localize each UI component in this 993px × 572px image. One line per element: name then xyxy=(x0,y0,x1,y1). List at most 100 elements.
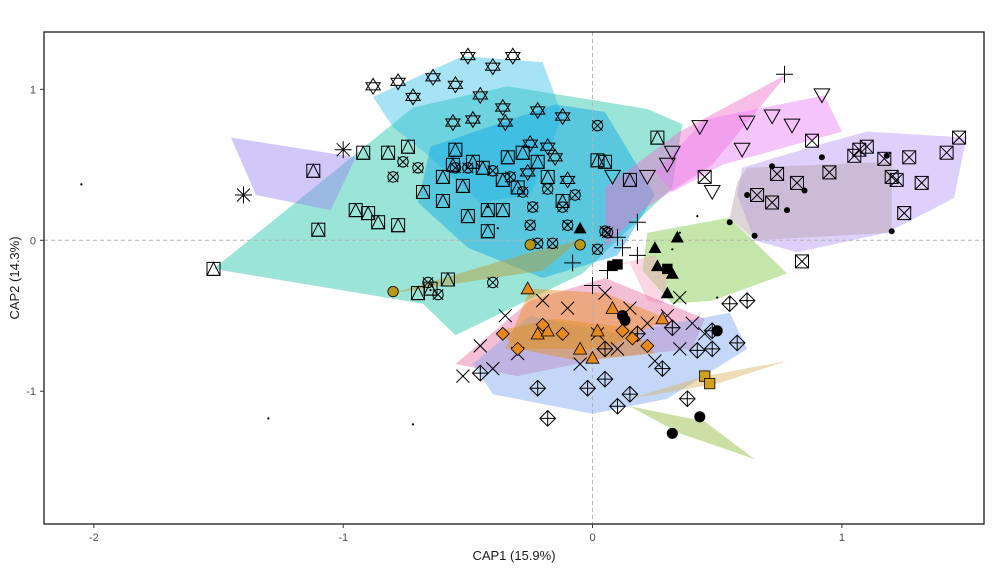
point-circle-black-16-1 xyxy=(694,411,706,423)
point-dot-small-7-0 xyxy=(769,163,776,170)
point-triangle-down-5-6 xyxy=(638,169,657,186)
point-star-of-david-1-2 xyxy=(404,88,422,106)
point-diamond-plus-11-11 xyxy=(728,334,746,352)
point-boxed-triangle-0-2 xyxy=(305,163,321,178)
point-circle-x-3-5 xyxy=(449,162,462,174)
point-circle-x-3-11 xyxy=(556,201,569,213)
point-circle-x-3-1 xyxy=(412,162,424,174)
point-circle-x-3-19 xyxy=(599,225,611,237)
point-boxed-triangle-0-16 xyxy=(530,154,546,169)
point-boxed-x-6-11 xyxy=(822,165,837,180)
point-circle-gold-14-2 xyxy=(574,239,586,251)
point-circle-x-3-12 xyxy=(524,219,536,231)
point-triangle-orange-12-4 xyxy=(605,300,620,314)
point-diamond-plus-11-3 xyxy=(579,379,597,397)
point-boxed-x-6-5 xyxy=(884,169,899,184)
point-dot-tiny-17-12 xyxy=(746,299,749,302)
point-boxed-triangle-0-31 xyxy=(348,202,364,218)
point-circle-black-16-0 xyxy=(666,427,678,439)
point-circle-black-16-4 xyxy=(619,314,631,326)
point-dot-small-7-6 xyxy=(888,228,895,235)
point-boxed-triangle-0-32 xyxy=(370,214,386,230)
point-dot-tiny-17-3 xyxy=(429,289,432,292)
x-tick-label: -2 xyxy=(89,532,99,544)
hull-group-3 xyxy=(418,104,655,279)
point-square-gold-15-1 xyxy=(704,378,716,390)
y-axis-title: CAP2 (14.3%) xyxy=(7,236,22,319)
point-dot-tiny-17-1 xyxy=(267,417,270,420)
point-circle-x-3-7 xyxy=(487,165,499,177)
point-triangle-orange-12-3 xyxy=(590,323,605,337)
point-dot-tiny-17-4 xyxy=(486,206,489,209)
point-boxed-x-6-2 xyxy=(914,175,929,190)
point-boxed-triangle-0-35 xyxy=(500,149,516,165)
hull-group-6 xyxy=(737,131,967,253)
point-x-cross-10-6 xyxy=(598,286,612,300)
y-tick-label: 0 xyxy=(30,235,36,247)
point-star-of-david-1-7 xyxy=(504,47,521,65)
point-triangle-black-8-4 xyxy=(573,221,587,234)
point-boxed-triangle-0-20 xyxy=(435,193,451,208)
point-star-of-david-1-5 xyxy=(459,47,476,65)
hull-group-1 xyxy=(373,56,563,203)
point-circle-x-3-22 xyxy=(487,276,499,289)
point-diamond-plus-11-9 xyxy=(688,341,706,359)
point-asterisk-2-1 xyxy=(334,141,352,159)
point-triangle-down-5-2 xyxy=(763,109,781,125)
point-x-cross-10-5 xyxy=(560,301,575,316)
x-axis-title: CAP1 (15.9%) xyxy=(472,548,555,563)
point-boxed-x-6-18 xyxy=(795,254,809,269)
point-boxed-x-6-1 xyxy=(939,145,954,160)
point-diamond-plus-11-2 xyxy=(539,409,557,427)
point-cross-tall-4-4 xyxy=(614,239,631,257)
point-x-cross-10-15 xyxy=(610,342,625,356)
point-circle-x-3-13 xyxy=(527,201,539,213)
point-triangle-orange-12-6 xyxy=(585,350,600,364)
point-triangle-orange-12-0 xyxy=(520,281,535,295)
point-dot-tiny-17-6 xyxy=(566,222,569,225)
point-diamond-plus-11-10 xyxy=(703,340,721,358)
hull-group-14 xyxy=(393,240,581,294)
point-circle-x-3-4 xyxy=(422,276,434,289)
point-diamond-plus-11-6 xyxy=(608,397,627,415)
point-triangle-down-5-8 xyxy=(703,185,721,201)
point-circle-x-3-9 xyxy=(517,186,529,198)
point-cross-tall-4-5 xyxy=(609,228,626,246)
point-boxed-triangle-0-10 xyxy=(455,178,471,193)
point-boxed-triangle-0-28 xyxy=(622,172,638,187)
point-circle-x-3-0 xyxy=(397,156,409,168)
point-circle-x-3-16 xyxy=(591,119,604,132)
point-circle-x-3-20 xyxy=(591,243,604,256)
point-x-cross-10-0 xyxy=(456,369,470,383)
point-dot-tiny-17-11 xyxy=(728,296,731,299)
point-triangle-black-8-3 xyxy=(660,286,674,299)
point-boxed-x-6-14 xyxy=(770,166,785,181)
point-circle-x-3-15 xyxy=(546,237,559,250)
point-boxed-triangle-0-3 xyxy=(355,145,371,160)
point-dot-tiny-17-7 xyxy=(671,248,674,251)
point-diamond-plus-11-5 xyxy=(621,385,639,403)
point-square-black-9-1 xyxy=(612,259,623,270)
point-x-cross-10-8 xyxy=(640,316,655,331)
point-x-cross-10-10 xyxy=(672,290,687,305)
point-boxed-triangle-0-23 xyxy=(410,285,426,301)
point-dot-small-7-8 xyxy=(726,219,733,226)
point-dot-small-7-5 xyxy=(883,152,890,159)
point-dot-tiny-17-8 xyxy=(678,231,681,234)
point-cross-tall-4-3 xyxy=(564,254,582,272)
hull-group-4 xyxy=(605,74,787,248)
point-boxed-x-6-6 xyxy=(897,206,912,221)
point-circle-x-3-8 xyxy=(504,171,516,183)
point-cross-tall-4-2 xyxy=(584,277,601,294)
point-triangle-black-8-0 xyxy=(670,230,684,243)
point-circle-gold-14-1 xyxy=(524,239,536,251)
point-boxed-triangle-0-8 xyxy=(435,169,451,184)
point-boxed-triangle-0-21 xyxy=(440,271,456,287)
point-boxed-triangle-0-4 xyxy=(380,145,396,160)
point-triangle-down-5-10 xyxy=(733,142,751,158)
point-star-of-david-1-17 xyxy=(547,148,564,167)
axes: -2 -1 0 1 -1 0 1 xyxy=(26,84,845,544)
point-boxed-triangle-0-19 xyxy=(460,208,476,224)
point-star-of-david-1-14 xyxy=(497,113,514,132)
